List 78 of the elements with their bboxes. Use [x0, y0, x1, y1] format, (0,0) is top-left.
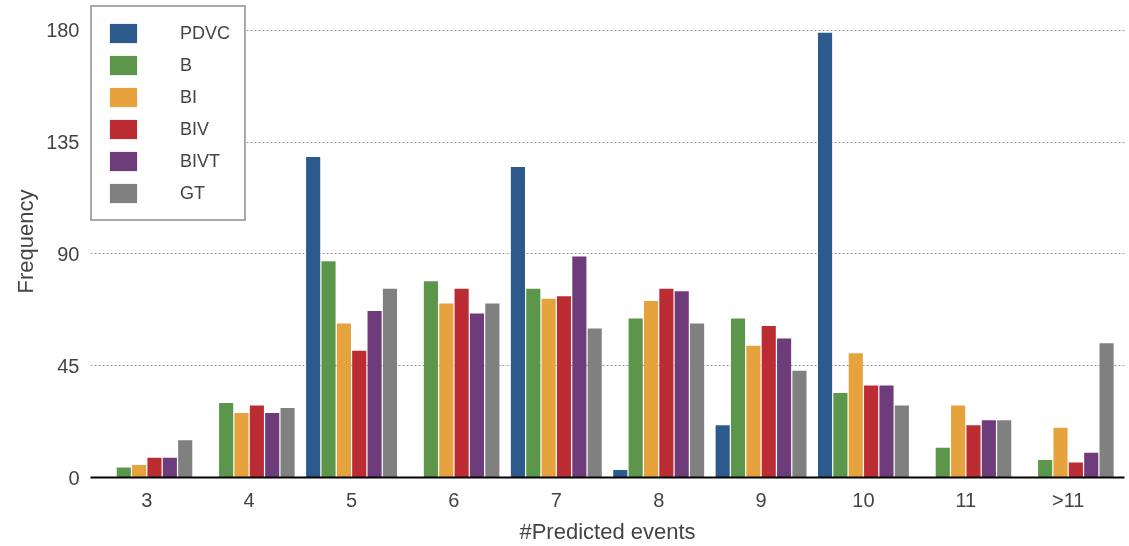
- bar: [894, 405, 909, 478]
- bar: [219, 402, 234, 478]
- bar: [510, 166, 525, 478]
- bar: [674, 291, 689, 478]
- x-tick-label: 7: [550, 488, 562, 511]
- bar: [116, 467, 131, 478]
- y-tick-label: 45: [57, 354, 80, 377]
- bar: [628, 318, 643, 478]
- bar: [556, 296, 572, 478]
- x-axis-title: #Predicted events: [519, 518, 696, 544]
- bar: [454, 288, 469, 478]
- bar: [162, 457, 177, 478]
- bar: [792, 370, 807, 478]
- legend-label: GT: [180, 182, 205, 204]
- bar: [265, 412, 280, 478]
- bar: [777, 338, 792, 478]
- y-tick-label: 90: [57, 242, 80, 265]
- bar: [997, 420, 1012, 478]
- bar: [690, 323, 705, 478]
- bar: [541, 298, 556, 478]
- bar: [715, 425, 730, 478]
- bar: [336, 323, 351, 478]
- bar: [352, 350, 367, 478]
- bar: [613, 470, 628, 478]
- bar: [382, 288, 398, 478]
- bar: [439, 303, 454, 478]
- bar: [280, 407, 295, 478]
- y-axis-title: Frequency: [13, 189, 39, 294]
- bar: [981, 420, 996, 478]
- x-tick-label: 4: [243, 488, 255, 511]
- legend-label: BI: [180, 86, 198, 108]
- bar: [147, 457, 162, 478]
- bar: [572, 256, 587, 478]
- x-tick-label: 10: [852, 488, 875, 511]
- legend-label: B: [180, 54, 193, 76]
- x-tick-label: 8: [653, 488, 665, 511]
- bar: [848, 353, 863, 478]
- bar: [321, 261, 336, 478]
- bar: [879, 385, 894, 478]
- bar: [587, 328, 602, 478]
- bar: [234, 412, 249, 478]
- x-tick-label: 5: [346, 488, 358, 511]
- bar: [485, 303, 500, 478]
- bar: [1053, 427, 1068, 478]
- bar: [659, 288, 674, 478]
- y-tick-label: 0: [68, 466, 80, 489]
- bar: [935, 447, 950, 478]
- bar: [1099, 343, 1114, 478]
- bar: [761, 325, 776, 478]
- bar: [966, 425, 981, 478]
- bar: [730, 318, 746, 478]
- y-tick-label: 180: [46, 19, 80, 42]
- bar: [249, 405, 264, 478]
- x-tick-label: 11: [955, 488, 977, 511]
- bar: [817, 32, 833, 478]
- x-tick-label: 6: [448, 488, 460, 511]
- y-tick-label: 135: [46, 131, 80, 154]
- bar: [643, 301, 659, 478]
- bar: [367, 311, 382, 478]
- bar: [1084, 452, 1099, 478]
- bar: [469, 313, 485, 478]
- x-tick-label: 3: [141, 488, 153, 511]
- x-tick-label: 9: [755, 488, 767, 511]
- bar: [864, 385, 879, 478]
- legend-label: PDVC: [180, 22, 231, 44]
- legend-label: BIV: [180, 118, 210, 140]
- bar: [306, 157, 321, 478]
- bar: [746, 345, 761, 478]
- bar: [423, 281, 438, 478]
- x-tick-label: >11: [1051, 488, 1085, 511]
- bar: [1038, 460, 1053, 478]
- bar: [132, 465, 147, 478]
- bar: [178, 440, 193, 478]
- legend-label: BIVT: [180, 150, 221, 172]
- bar: [526, 288, 541, 478]
- bar: [1068, 462, 1083, 478]
- bar: [833, 393, 848, 478]
- bar: [951, 405, 966, 478]
